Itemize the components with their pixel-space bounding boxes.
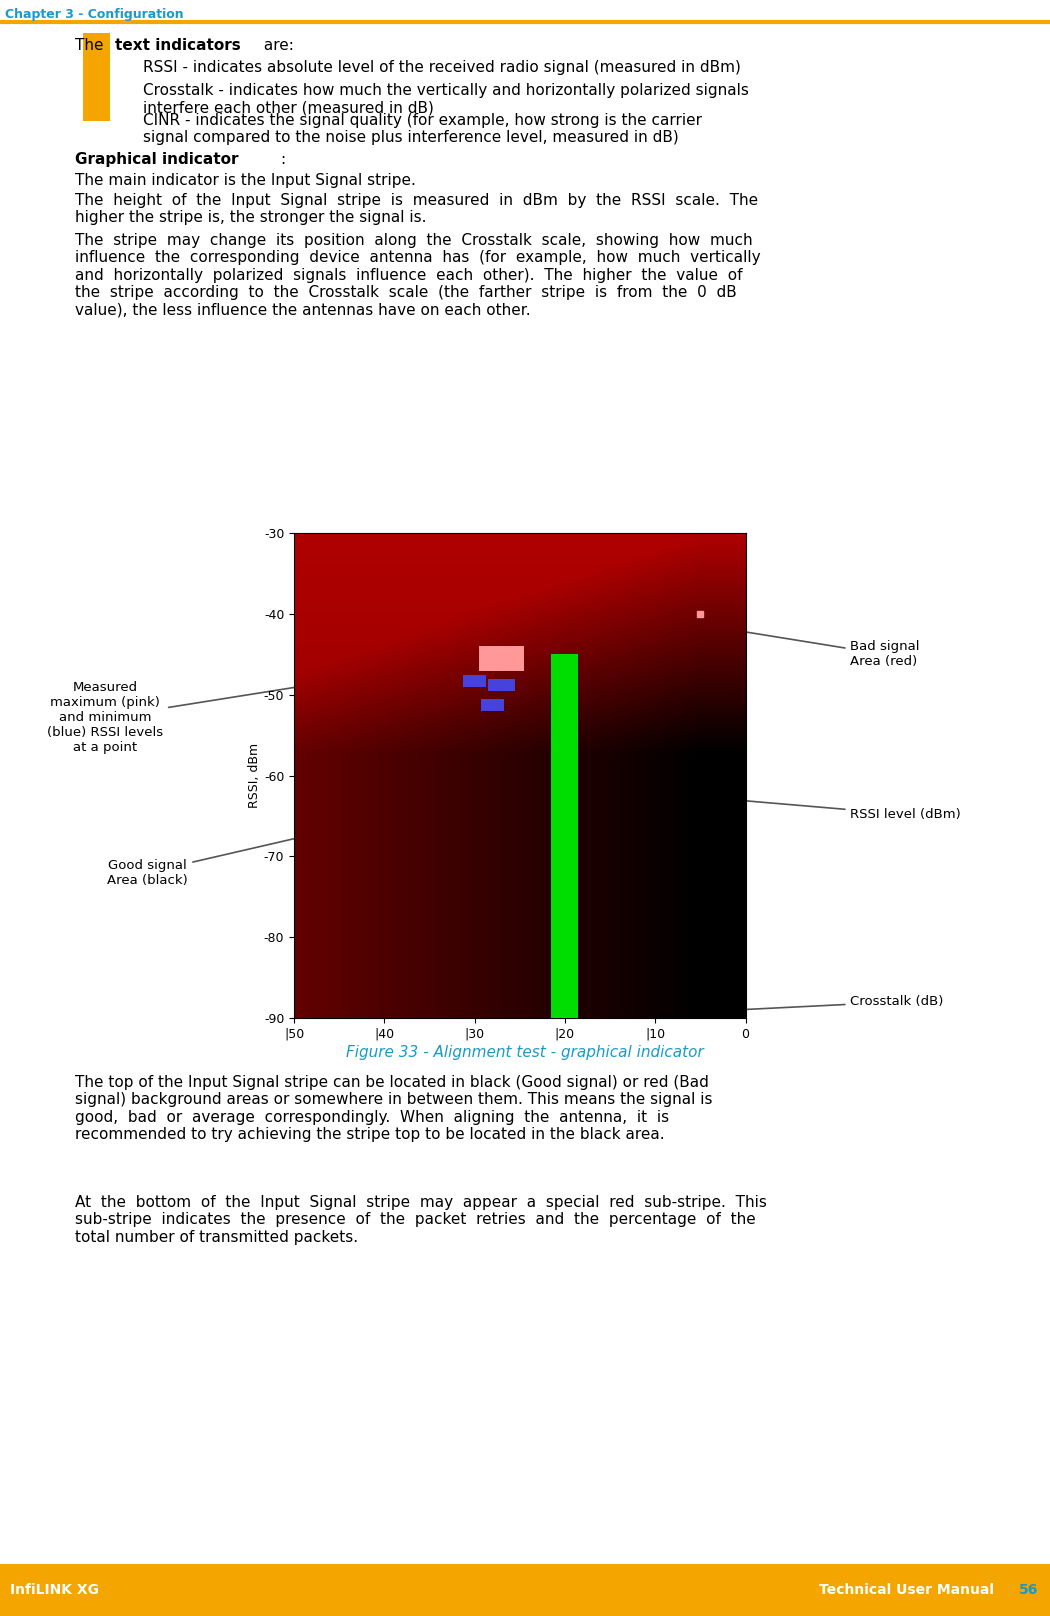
FancyBboxPatch shape bbox=[83, 32, 109, 68]
Text: RSSI - indicates absolute level of the received radio signal (measured in dBm): RSSI - indicates absolute level of the r… bbox=[143, 60, 741, 74]
Text: CINR - indicates the signal quality (for example, how strong is the carrier
sign: CINR - indicates the signal quality (for… bbox=[143, 113, 702, 145]
Y-axis label: RSSI, dBm: RSSI, dBm bbox=[248, 743, 261, 808]
Bar bbox=[479, 646, 524, 671]
Text: Technical User Manual: Technical User Manual bbox=[819, 1584, 994, 1597]
Text: The: The bbox=[75, 39, 108, 53]
Text: InfiLINK XG: InfiLINK XG bbox=[10, 1584, 100, 1597]
Bar bbox=[463, 675, 486, 687]
Text: At  the  bottom  of  the  Input  Signal  stripe  may  appear  a  special  red  s: At the bottom of the Input Signal stripe… bbox=[75, 1194, 766, 1244]
Text: RSSI level (dBm): RSSI level (dBm) bbox=[739, 798, 961, 821]
Bar bbox=[481, 698, 504, 711]
Text: The top of the Input Signal stripe can be located in black (Good signal) or red : The top of the Input Signal stripe can b… bbox=[75, 1075, 713, 1143]
Bar bbox=[551, 654, 579, 1018]
Text: Bad signal
Area (red): Bad signal Area (red) bbox=[739, 629, 920, 669]
Text: text indicators: text indicators bbox=[114, 39, 240, 53]
FancyBboxPatch shape bbox=[83, 55, 109, 90]
Text: The  height  of  the  Input  Signal  stripe  is  measured  in  dBm  by  the  RSS: The height of the Input Signal stripe is… bbox=[75, 192, 758, 225]
Text: The main indicator is the Input Signal stripe.: The main indicator is the Input Signal s… bbox=[75, 173, 416, 187]
Text: Good signal
Area (black): Good signal Area (black) bbox=[107, 834, 311, 887]
Text: 56: 56 bbox=[1018, 1584, 1037, 1597]
Text: Chapter 3 - Configuration: Chapter 3 - Configuration bbox=[5, 8, 184, 21]
Text: are:: are: bbox=[258, 39, 294, 53]
Text: Graphical indicator: Graphical indicator bbox=[75, 152, 238, 166]
Text: :: : bbox=[279, 152, 285, 166]
Bar bbox=[488, 679, 516, 692]
FancyBboxPatch shape bbox=[83, 86, 109, 121]
Text: Measured
maximum (pink)
and minimum
(blue) RSSI levels
at a point: Measured maximum (pink) and minimum (blu… bbox=[47, 653, 497, 755]
Text: Figure 33 - Alignment test - graphical indicator: Figure 33 - Alignment test - graphical i… bbox=[346, 1046, 704, 1060]
Text: The  stripe  may  change  its  position  along  the  Crosstalk  scale,  showing : The stripe may change its position along… bbox=[75, 233, 760, 318]
Bar bbox=[0, 1564, 1050, 1616]
Text: Crosstalk (dB): Crosstalk (dB) bbox=[739, 995, 944, 1012]
Text: Crosstalk - indicates how much the vertically and horizontally polarized signals: Crosstalk - indicates how much the verti… bbox=[143, 82, 749, 115]
